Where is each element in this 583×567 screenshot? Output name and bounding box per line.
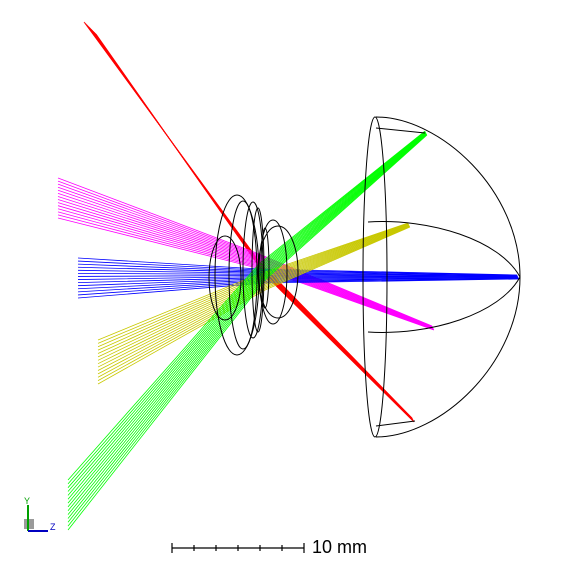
dome-meridian-upper	[367, 221, 521, 278]
scale-bar-label: 10 mm	[312, 537, 368, 557]
ray	[57, 177, 433, 327]
lens-element-1-back	[228, 200, 258, 350]
ray	[67, 133, 427, 512]
ray	[97, 224, 410, 361]
ray	[67, 131, 426, 492]
ray	[67, 131, 426, 496]
ray	[57, 186, 433, 328]
ray	[67, 132, 427, 504]
image-dome	[362, 116, 521, 438]
axis-y-label: Y	[24, 496, 30, 506]
ray	[67, 131, 426, 488]
axis-triad: Y Z	[24, 496, 56, 532]
scale-bar	[171, 543, 305, 553]
ray	[97, 223, 409, 348]
dome-rim	[362, 116, 388, 438]
lens-element-3	[258, 219, 288, 325]
magenta-rays-bundle	[57, 177, 435, 331]
ray	[97, 224, 410, 365]
ray	[77, 263, 518, 277]
ray	[97, 226, 411, 381]
ray	[97, 223, 409, 351]
lens-element-2	[242, 201, 264, 339]
lens-group	[208, 194, 299, 356]
dome-top-rib	[375, 127, 426, 134]
lens-element-3-back	[257, 225, 299, 319]
ray	[67, 134, 428, 531]
lens-element-5	[260, 227, 270, 309]
dome-meridian-lower	[367, 276, 521, 333]
lens-element-2-back	[251, 207, 265, 333]
axis-z-label: Z	[50, 522, 56, 532]
lens-element-4	[208, 235, 242, 321]
ray-bundles	[57, 21, 520, 531]
dome-bottom-rib	[375, 420, 416, 427]
ray	[67, 134, 428, 527]
ray	[67, 132, 427, 500]
ray	[77, 266, 518, 277]
ray	[67, 132, 427, 508]
ray	[97, 226, 411, 385]
